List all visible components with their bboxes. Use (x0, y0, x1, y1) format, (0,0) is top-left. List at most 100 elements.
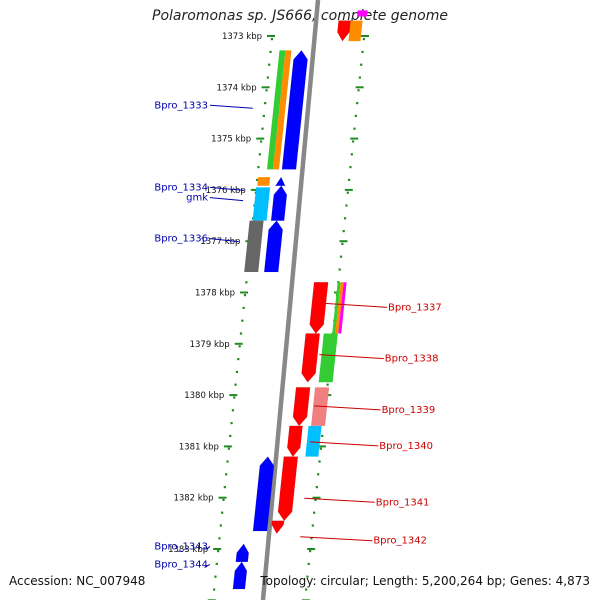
scale-right-dot (356, 102, 359, 105)
scale-right-dot (349, 166, 352, 169)
scale-right-dot (342, 230, 345, 233)
scale-right-dot (358, 76, 361, 79)
scale-right-dot (304, 588, 308, 591)
scale-right-dot (311, 524, 314, 527)
gene-arrow-bpro-1338 (301, 333, 321, 383)
scale-right-dot (361, 50, 364, 53)
kbp-label: 1378 kbp (195, 289, 235, 299)
scale-right-dot (343, 217, 347, 220)
cog-bar-green-2 (318, 333, 338, 383)
gene-label-bpro-1333-leader (209, 104, 253, 109)
scale-left-dot (221, 511, 224, 514)
gene-arrow-blue-lower (252, 456, 275, 532)
scale-left-dot (258, 153, 261, 156)
scale-left-dot (229, 434, 232, 437)
gene-label-bpro-1342-leader (300, 536, 373, 542)
scale-left-dot (237, 358, 240, 361)
scale-left-dot (233, 396, 236, 399)
gene-label-bpro-1340-leader (310, 441, 379, 447)
gene-arrow-bpro-1340 (286, 425, 303, 458)
scale-left-dot (234, 383, 237, 386)
cog-bar-pink-top (357, 10, 368, 17)
cog-bar-cyan (252, 187, 271, 221)
gene-label-bpro-1333: Bpro_1333 (154, 100, 208, 111)
gene-label-bpro-1339-leader (313, 405, 381, 411)
kbp-label: 1375 kbp (211, 135, 251, 145)
kbp-label: 1377 kbp (200, 237, 240, 247)
gene-track (232, 20, 351, 590)
scale-left-dot (218, 537, 221, 540)
scale-right-dot (345, 204, 348, 207)
scale-right-dot (315, 486, 318, 489)
scale-left-dot (230, 422, 233, 425)
gene-arrow-bpro-1341 (277, 456, 299, 522)
kbp-label: 1380 kbp (184, 391, 224, 401)
scale-right-dot (350, 153, 353, 156)
scale-right-dot (306, 575, 309, 578)
gene-arrow-top (337, 20, 351, 42)
kbp-label: 1374 kbp (217, 83, 257, 93)
scale-right-dot (341, 242, 344, 245)
gene-arrow-bpro-1339 (292, 387, 311, 427)
kbp-label: 1379 kbp (190, 340, 230, 350)
scale-left-dot (264, 102, 267, 105)
scale-right-dot (362, 38, 365, 41)
gene-label-bpro-1339: Bpro_1339 (382, 405, 436, 416)
scale-right-dot (326, 383, 329, 386)
cog-bar-green (266, 50, 286, 170)
gene-arrow-bpro-1334 (274, 176, 286, 188)
kbp-label: 1381 kbp (179, 442, 219, 452)
scale-left-dot (235, 370, 239, 373)
scale-left-dot (214, 575, 217, 578)
gene-label-bpro-1338-leader (319, 354, 384, 360)
scale-left-dot (262, 114, 265, 117)
scale-right-dot (360, 63, 363, 66)
map-title: Polaromonas sp. JS666, complete genome (152, 8, 448, 24)
scale-left-dot (217, 550, 220, 553)
scale-left-dot (269, 50, 272, 53)
scale-left-dot (212, 588, 216, 591)
scale-left-dot (219, 524, 222, 527)
gene-arrow-bpro-1337 (309, 281, 329, 335)
scale-right-dot (321, 434, 324, 437)
gene-arrow-bpro-1342 (271, 520, 285, 535)
scale-right-dot (319, 447, 322, 450)
scale-right-dot (309, 550, 312, 553)
gene-label-bpro-1334-leader (209, 186, 245, 191)
cog-bar-mix-1 (332, 282, 341, 334)
scale-right-dot (318, 460, 321, 463)
gene-arrow-bpro-1336 (263, 220, 283, 273)
scale-right-dot (354, 114, 357, 117)
gene-label-bpro-1344-leader (204, 563, 211, 568)
cog-bar-gray (244, 220, 264, 272)
cog-bar-mix-2 (335, 282, 344, 334)
scale-right-dot (339, 255, 343, 258)
gene-label-bpro-1337-leader (324, 302, 388, 308)
scale-left-dot (222, 498, 225, 501)
scale-left-dot (238, 345, 241, 348)
gene-label-bpro-1340: Bpro_1340 (379, 441, 433, 452)
scale-right-dot (310, 537, 313, 540)
scale-left-dot (227, 447, 230, 450)
gene-label-bpro-1341: Bpro_1341 (376, 497, 430, 508)
cog-track (244, 10, 368, 457)
scale-left-dot (265, 89, 268, 92)
gene-label-bpro-1337: Bpro_1337 (388, 302, 442, 313)
kbp-label: 1383 kbp (168, 545, 208, 555)
gene-label-bpro-1338: Bpro_1338 (385, 354, 439, 365)
gene-label-bpro-1341-leader (304, 497, 375, 503)
kbp-label: 1382 kbp (173, 494, 213, 504)
gene-label-bpro-1343: Bpro_1343 (154, 541, 208, 552)
scale-left-dot (261, 127, 264, 130)
gene-arrow-bpro-1344 (232, 561, 248, 590)
gene-label-gmk: gmk (186, 193, 208, 204)
backbone (260, 0, 321, 600)
scale-left-dot (270, 38, 273, 41)
scale-left-dot (239, 332, 243, 335)
scale-left-dot (266, 76, 269, 79)
gene-label-bpro-1336-leader (209, 238, 239, 243)
genome-summary: Topology: circular; Length: 5,200,264 bp… (260, 574, 590, 588)
scale-left-dot (226, 460, 229, 463)
